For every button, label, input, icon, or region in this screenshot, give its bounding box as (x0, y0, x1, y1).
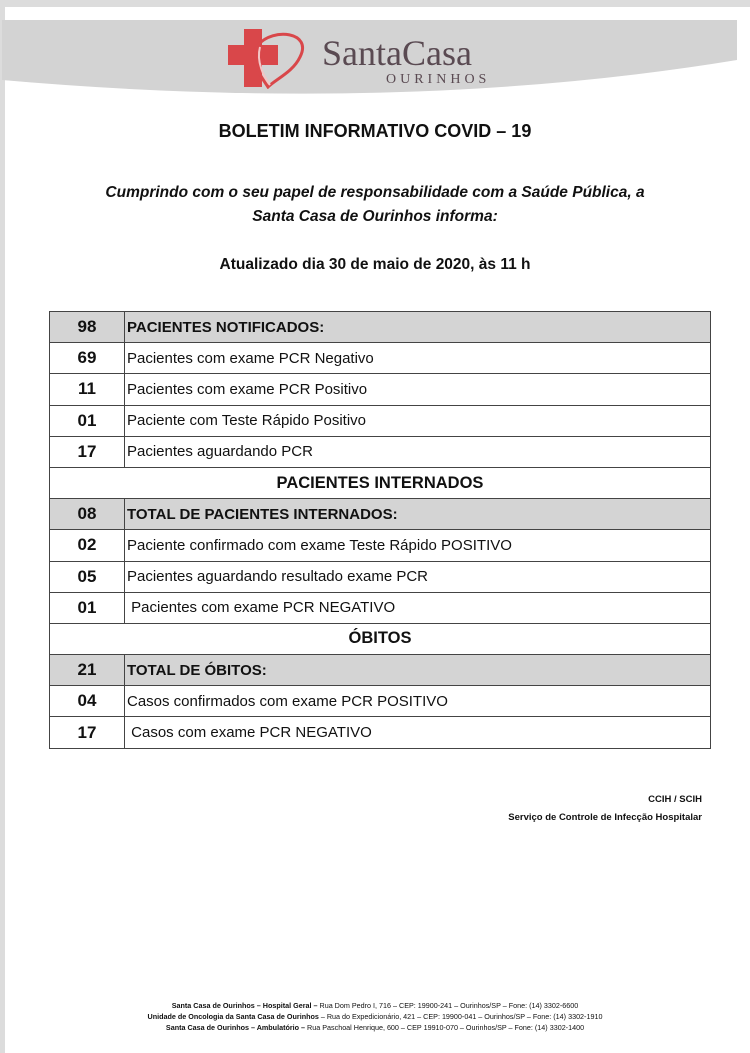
description-cell: TOTAL DE ÓBITOS: (124, 654, 711, 687)
count-cell: 98 (49, 310, 125, 344)
count-cell: 11 (49, 373, 125, 406)
signature-unit: CCIH / SCIH (648, 794, 702, 805)
footer-address: Rua Dom Pedro I, 716 – CEP: 19900-241 – … (319, 1001, 579, 1010)
total-row: 98 PACIENTES NOTIFICADOS: (49, 310, 711, 344)
table-row: 01 Paciente com Teste Rápido Positivo (49, 404, 711, 437)
description-cell: TOTAL DE PACIENTES INTERNADOS: (124, 498, 711, 531)
description-cell: Paciente confirmado com exame Teste Rápi… (124, 529, 711, 562)
logo-name: SantaCasa (322, 33, 472, 73)
intro-text: Cumprindo com o seu papel de responsabil… (0, 181, 750, 229)
section-title: ÓBITOS (49, 622, 711, 656)
section-title: PACIENTES INTERNADOS (49, 466, 711, 500)
description-cell: Casos com exame PCR NEGATIVO (124, 716, 711, 749)
header-banner (2, 20, 737, 94)
count-cell: 02 (49, 529, 125, 562)
table-row: 01 Pacientes com exame PCR NEGATIVO (49, 591, 711, 624)
count-cell: 01 (49, 591, 125, 624)
footer-address: Rua Paschoal Henrique, 600 – CEP 19910-0… (307, 1023, 585, 1032)
count-cell: 01 (49, 404, 125, 437)
description-cell: Paciente com Teste Rápido Positivo (124, 404, 711, 437)
table-row: 69 Pacientes com exame PCR Negativo (49, 342, 711, 375)
table-row: 11 Pacientes com exame PCR Positivo (49, 373, 711, 406)
footer-line: Unidade de Oncologia da Santa Casa de Ou… (0, 1011, 750, 1022)
table-row: 05 Pacientes aguardando resultado exame P… (49, 560, 711, 593)
count-cell: 21 (49, 654, 125, 687)
description-cell: Pacientes com exame PCR Negativo (124, 342, 711, 375)
description-cell: Pacientes aguardando resultado exame PCR (124, 560, 711, 593)
footer-address: – Rua do Expedicionário, 421 – CEP: 1990… (320, 1012, 603, 1021)
intro-line-2: Santa Casa de Ourinhos informa: (252, 208, 498, 225)
description-cell: Pacientes com exame PCR Positivo (124, 373, 711, 406)
table-row: 17 Pacientes aguardando PCR (49, 435, 711, 468)
table-row: 02 Paciente confirmado com exame Teste Rá… (49, 529, 711, 562)
intro-line-1: Cumprindo com o seu papel de responsabil… (105, 184, 645, 201)
cross-heart-logo-icon (228, 29, 304, 89)
count-cell: 08 (49, 498, 125, 531)
logo-subtitle: OURINHOS (386, 72, 491, 87)
total-row: 21 TOTAL DE ÓBITOS: (49, 654, 711, 687)
footer-addresses: Santa Casa de Ourinhos – Hospital Geral … (0, 1000, 750, 1033)
footer-line: Santa Casa de Ourinhos – Hospital Geral … (0, 1000, 750, 1011)
total-row: 08 TOTAL DE PACIENTES INTERNADOS: (49, 498, 711, 531)
footer-unit-name: Unidade de Oncologia da Santa Casa de Ou… (147, 1012, 321, 1021)
description-cell: PACIENTES NOTIFICADOS: (124, 310, 711, 344)
description-cell: Pacientes com exame PCR NEGATIVO (124, 591, 711, 624)
page-title: BOLETIM INFORMATIVO COVID – 19 (218, 121, 532, 141)
footer-line: Santa Casa de Ourinhos – Ambulatório – R… (0, 1022, 750, 1033)
table-row: 17 Casos com exame PCR NEGATIVO (49, 716, 711, 749)
footer-unit-name: Santa Casa de Ourinhos – Ambulatório – (165, 1023, 308, 1032)
count-cell: 17 (49, 435, 125, 468)
section-header-row: ÓBITOS (49, 622, 711, 656)
signature-service: Serviço de Controle de Infecção Hospital… (508, 812, 702, 823)
footer-unit-name: Santa Casa de Ourinhos – Hospital Geral … (171, 1001, 320, 1010)
count-cell: 05 (49, 560, 125, 593)
count-cell: 04 (49, 685, 125, 718)
count-cell: 69 (49, 342, 125, 375)
description-cell: Pacientes aguardando PCR (124, 435, 711, 468)
description-cell: Casos confirmados com exame PCR POSITIVO (124, 685, 711, 718)
section-header-row: PACIENTES INTERNADOS (49, 466, 711, 500)
table-row: 04 Casos confirmados com exame PCR POSITI… (49, 685, 711, 718)
updated-date: Atualizado dia 30 de maio de 2020, às 11… (219, 256, 531, 273)
count-cell: 17 (49, 716, 125, 749)
covid-stats-table: 98 PACIENTES NOTIFICADOS: 69 Pacientes com … (49, 310, 711, 749)
